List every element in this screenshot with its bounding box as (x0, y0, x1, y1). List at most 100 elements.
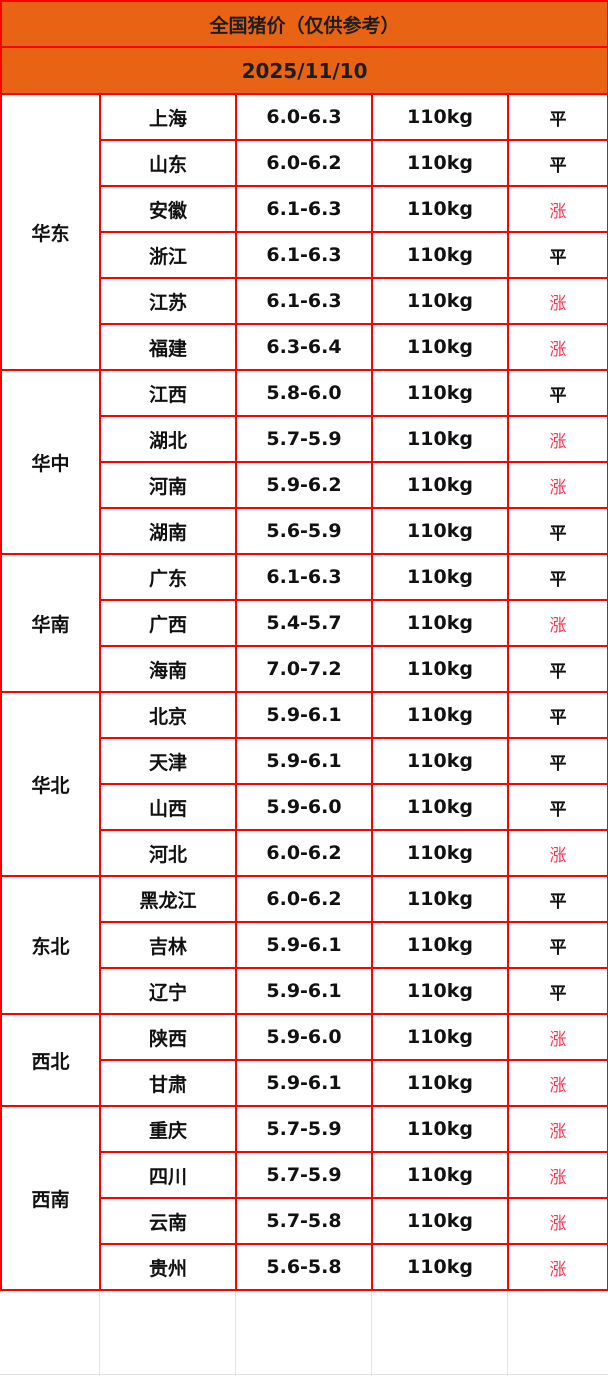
price-cell: 5.4-5.7 (235, 599, 373, 647)
table-row: 华北 北京 5.9-6.1 110kg 平 (0, 691, 608, 877)
weight-cell: 110kg (371, 783, 509, 831)
weight-cell: 110kg (371, 1197, 509, 1245)
table-date: 2025/11/10 (0, 46, 608, 95)
trend-cell: 涨 (506, 1243, 608, 1291)
weight-cell: 110kg (371, 553, 509, 601)
table-row: 西南 重庆 5.7-5.9 110kg 涨 (0, 1105, 608, 1291)
region-cell: 西南 (0, 1105, 101, 1291)
trend-cell: 涨 (506, 1197, 608, 1245)
trend-cell: 平 (506, 507, 608, 555)
price-cell: 5.9-6.1 (235, 921, 373, 969)
province-cell: 河南 (99, 461, 237, 509)
province-cell: 山西 (99, 783, 237, 831)
table-row: 湖北 5.7-5.9 110kg 涨 (1, 415, 608, 463)
trend-cell: 涨 (506, 1059, 608, 1107)
trend-cell: 平 (506, 93, 608, 141)
province-cell: 江西 (99, 369, 237, 417)
province-cell: 四川 (99, 1151, 237, 1199)
price-cell: 5.7-5.9 (235, 415, 373, 463)
weight-cell: 110kg (371, 185, 509, 233)
province-cell: 湖南 (99, 507, 237, 555)
province-cell: 云南 (99, 1197, 237, 1245)
trend-cell: 平 (506, 921, 608, 969)
price-cell: 5.7-5.9 (235, 1151, 373, 1199)
table-row: 海南 7.0-7.2 110kg 平 (1, 645, 608, 693)
table-row: 广西 5.4-5.7 110kg 涨 (1, 599, 608, 647)
weight-cell: 110kg (371, 507, 509, 555)
province-cell: 北京 (99, 691, 237, 739)
province-cell: 上海 (99, 93, 237, 141)
table-row: 浙江 6.1-6.3 110kg 平 (1, 231, 608, 279)
weight-cell: 110kg (371, 875, 509, 923)
province-cell: 辽宁 (99, 967, 237, 1015)
price-cell: 6.1-6.3 (235, 231, 373, 279)
table-row: 甘肃 5.9-6.1 110kg 涨 (1, 1059, 608, 1107)
weight-cell: 110kg (371, 1059, 509, 1107)
table-row: 华南 广东 6.1-6.3 110kg 平 (0, 553, 608, 693)
table-row: 河北 6.0-6.2 110kg 涨 (1, 829, 608, 877)
trend-cell: 平 (506, 231, 608, 279)
weight-cell: 110kg (371, 369, 509, 417)
price-cell: 5.8-6.0 (235, 369, 373, 417)
province-cell: 海南 (99, 645, 237, 693)
price-cell: 5.9-6.1 (235, 967, 373, 1015)
trend-cell: 平 (506, 737, 608, 785)
trend-cell: 涨 (506, 1105, 608, 1153)
price-cell: 6.0-6.2 (235, 139, 373, 187)
trend-cell: 涨 (506, 185, 608, 233)
province-cell: 天津 (99, 737, 237, 785)
region-cell: 东北 (0, 875, 101, 1015)
table-title: 全国猪价（仅供参考） (0, 0, 608, 48)
province-cell: 陕西 (99, 1013, 237, 1061)
trend-cell: 涨 (506, 461, 608, 509)
price-cell: 6.1-6.3 (235, 185, 373, 233)
trend-cell: 平 (506, 645, 608, 693)
weight-cell: 110kg (371, 921, 509, 969)
weight-cell: 110kg (371, 139, 509, 187)
province-cell: 广西 (99, 599, 237, 647)
table-row: 华东 上海 6.0-6.3 110kg 平 (0, 93, 608, 371)
trend-cell: 平 (506, 875, 608, 923)
trend-cell: 平 (506, 553, 608, 601)
trend-cell: 涨 (506, 1151, 608, 1199)
region-cell: 西北 (0, 1013, 101, 1107)
province-cell: 江苏 (99, 277, 237, 325)
weight-cell: 110kg (371, 1013, 509, 1061)
table-row: 安徽 6.1-6.3 110kg 涨 (1, 185, 608, 233)
spreadsheet-gridline (0, 1374, 608, 1375)
price-cell: 5.7-5.9 (235, 1105, 373, 1153)
weight-cell: 110kg (371, 1243, 509, 1291)
price-cell: 6.1-6.3 (235, 277, 373, 325)
weight-cell: 110kg (371, 277, 509, 325)
weight-cell: 110kg (371, 461, 509, 509)
table-row: 贵州 5.6-5.8 110kg 涨 (1, 1243, 608, 1291)
trend-cell: 平 (506, 369, 608, 417)
table-row: 辽宁 5.9-6.1 110kg 平 (1, 967, 608, 1015)
province-cell: 黑龙江 (99, 875, 237, 923)
price-cell: 5.9-6.1 (235, 1059, 373, 1107)
table-row: 河南 5.9-6.2 110kg 涨 (1, 461, 608, 509)
price-cell: 5.6-5.8 (235, 1243, 373, 1291)
weight-cell: 110kg (371, 1105, 509, 1153)
province-cell: 重庆 (99, 1105, 237, 1153)
weight-cell: 110kg (371, 231, 509, 279)
date-row: 2025/11/10 (0, 46, 608, 95)
weight-cell: 110kg (371, 645, 509, 693)
trend-cell: 平 (506, 139, 608, 187)
weight-cell: 110kg (371, 323, 509, 371)
trend-cell: 平 (506, 691, 608, 739)
price-cell: 6.3-6.4 (235, 323, 373, 371)
weight-cell: 110kg (371, 829, 509, 877)
price-cell: 6.1-6.3 (235, 553, 373, 601)
province-cell: 浙江 (99, 231, 237, 279)
weight-cell: 110kg (371, 967, 509, 1015)
province-cell: 湖北 (99, 415, 237, 463)
weight-cell: 110kg (371, 93, 509, 141)
pig-price-table: 全国猪价（仅供参考） 2025/11/10 华东 上海 6.0-6.3 110kg 平山… (0, 0, 608, 1291)
table-row: 吉林 5.9-6.1 110kg 平 (1, 921, 608, 969)
title-row: 全国猪价（仅供参考） (0, 0, 608, 48)
price-cell: 6.0-6.2 (235, 875, 373, 923)
region-cell: 华北 (0, 691, 101, 877)
table-body: 华东 上海 6.0-6.3 110kg 平山东 6.0-6.2 110kg 平安徽 6.1-6.… (0, 93, 608, 1291)
table-row: 天津 5.9-6.1 110kg 平 (1, 737, 608, 785)
